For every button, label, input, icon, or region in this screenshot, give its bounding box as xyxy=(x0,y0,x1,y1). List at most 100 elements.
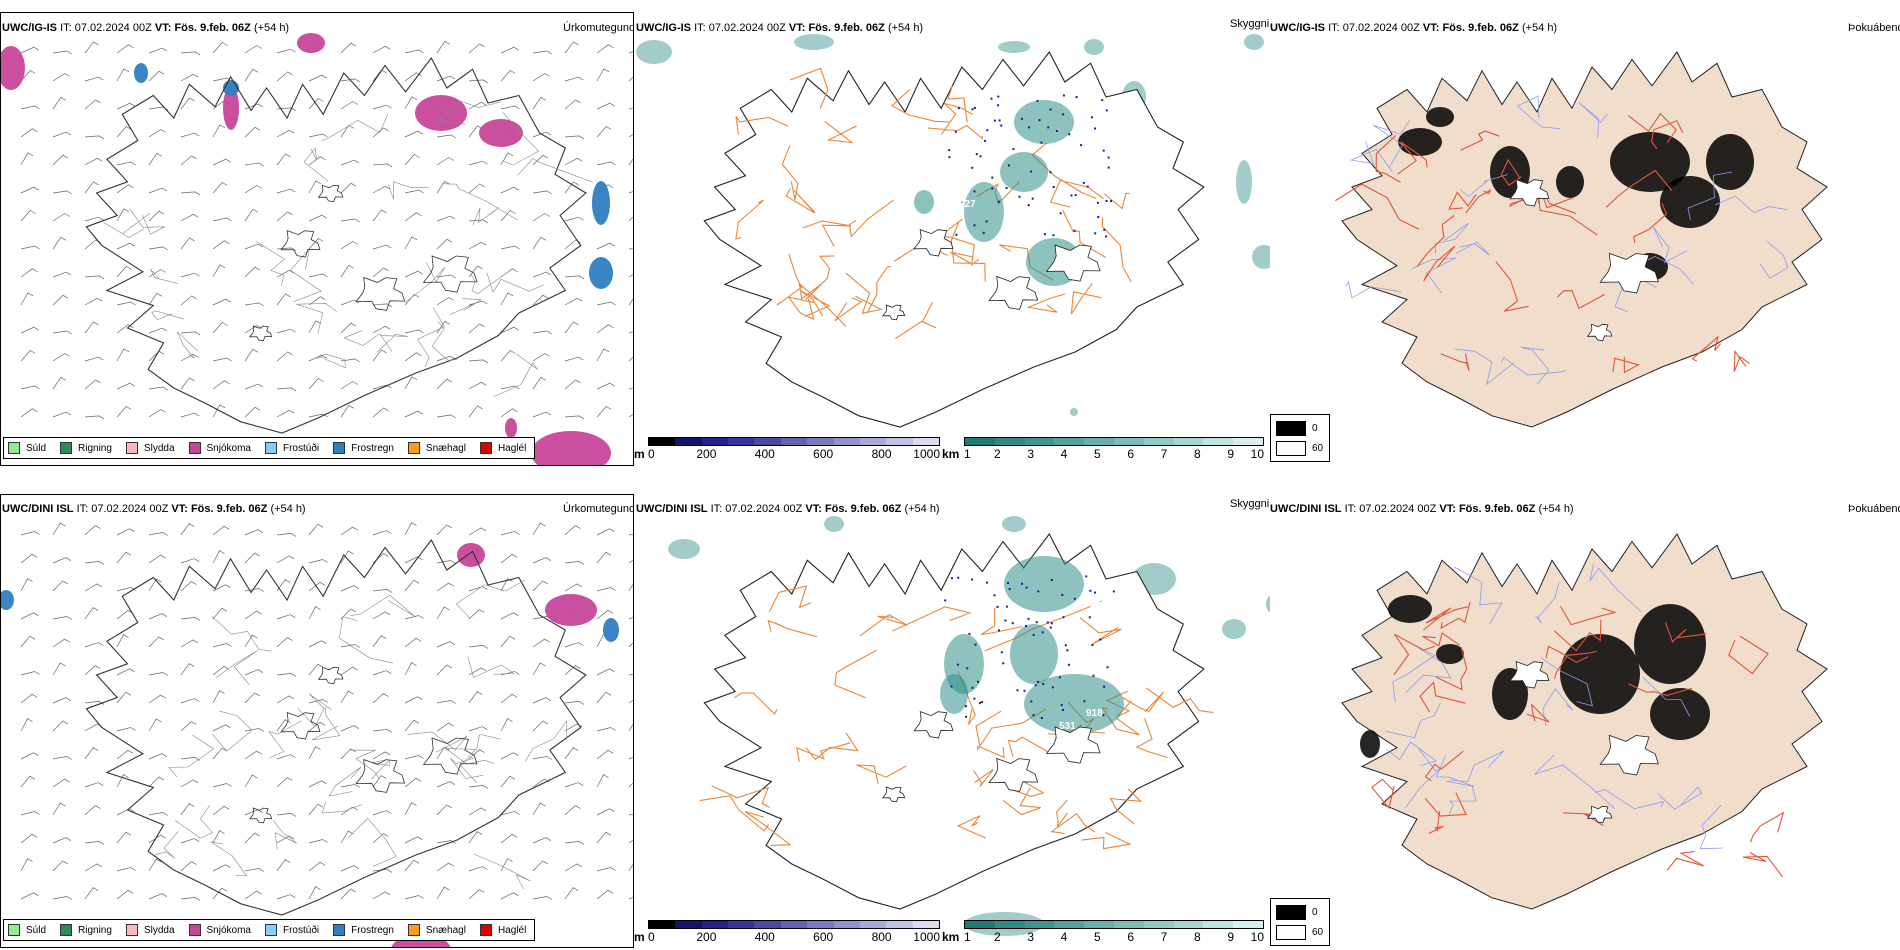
scale-color-cell xyxy=(1143,438,1174,445)
cloud-base-cell xyxy=(974,643,977,646)
precip-area xyxy=(592,181,610,225)
cloud-base-cell xyxy=(950,685,953,688)
cloud-base-cell xyxy=(954,130,957,133)
scale-tick-label: 4 xyxy=(1060,930,1068,944)
visibility-area xyxy=(1252,245,1270,269)
cloud-base-cell xyxy=(993,594,996,597)
cloud-base-cell xyxy=(991,176,994,179)
fog-scale-min-label: 0 xyxy=(1312,423,1318,434)
scale-tick-label: 5 xyxy=(1093,930,1101,944)
visibility-area xyxy=(636,40,672,64)
cloud-base-cell xyxy=(1000,651,1003,654)
legend-item: Snæhagl xyxy=(407,442,466,454)
cloud-base-cell xyxy=(1059,212,1062,215)
cloud-base-cell xyxy=(1082,181,1085,184)
iceland-coastline xyxy=(85,56,587,434)
scale-color-cell xyxy=(833,921,860,928)
cloud-base-cell xyxy=(1049,626,1052,629)
legend-label: Súld xyxy=(26,924,47,936)
scale-tick-label: 3 xyxy=(1027,447,1034,461)
scale-color-cell xyxy=(912,438,939,445)
scale-tick-label: 3 xyxy=(1027,930,1034,944)
scale-color-cell xyxy=(1233,438,1263,445)
visibility-area xyxy=(1236,160,1252,204)
legend-swatch xyxy=(60,442,73,454)
scale-color-cell xyxy=(1203,921,1234,928)
cloud-base-cell xyxy=(1062,94,1065,97)
legend-item: Haglél xyxy=(479,924,527,936)
precip-legend-row2: Súld Rigning Slydda Snjókoma Frostúði Frostre… xyxy=(3,919,536,941)
fog-scale-max-swatch xyxy=(1276,925,1306,940)
cloud-base-cell xyxy=(1062,616,1065,619)
glacier-outline xyxy=(1509,179,1550,207)
cloud-base-cell xyxy=(1012,148,1015,151)
panel-title-precip-row2: Úrkomutegund xyxy=(563,503,636,515)
glacier-outline xyxy=(280,230,321,258)
cloud-base-cell xyxy=(1066,649,1069,652)
cloud-base-cell xyxy=(950,577,953,580)
scale-color-cell xyxy=(754,438,781,445)
panel-title-visibility-row1: Skyggni xyxy=(1230,18,1270,30)
cloud-base-label: 918 xyxy=(1086,708,1103,719)
cloud-base-cell xyxy=(1036,99,1039,102)
glacier-outline xyxy=(913,229,954,257)
legend-swatch xyxy=(188,924,201,936)
cloud-base-cell xyxy=(1070,194,1073,197)
scale-tick-label: 200 xyxy=(696,447,717,461)
legend-swatch xyxy=(407,924,420,936)
scale-color-cell xyxy=(886,921,913,928)
cloud-base-cell xyxy=(1083,700,1086,703)
cloud-base-cell xyxy=(964,705,967,708)
cloud-base-label: 600 xyxy=(1117,676,1134,687)
cloud-base-cell xyxy=(998,119,1001,122)
fog-scale-legend-row1: 0 60 xyxy=(1270,414,1330,462)
glacier-outline xyxy=(280,712,321,740)
forecast-header-fog-row1: UWC/IG-IS IT: 07.02.2024 00Z VT: Fös. 9.… xyxy=(1270,22,1558,34)
cloud-base-cell xyxy=(973,697,976,700)
cloud-base-cell xyxy=(1037,680,1040,683)
visibility-area xyxy=(940,674,968,714)
cloud-base-cell xyxy=(1008,588,1011,591)
scale-color-cell xyxy=(1054,438,1085,445)
cloud-base-label: 227 xyxy=(959,199,976,210)
legend-label: Haglél xyxy=(497,924,527,936)
forecast-header-visibility-row2: UWC/DINI ISL IT: 07.02.2024 00Z VT: Fös.… xyxy=(636,503,940,515)
panel-title-fog-row1: Þokuábendi xyxy=(1848,22,1900,34)
legend-label: Snæhagl xyxy=(425,924,466,936)
panel-title-visibility-row2: Skyggni xyxy=(1230,498,1270,510)
legend-swatch xyxy=(264,924,277,936)
scale-tick-label: 9 xyxy=(1227,447,1234,461)
cloud-base-cell xyxy=(1103,228,1106,231)
fog-index-map-row1 xyxy=(1335,51,1828,428)
cloud-base-cell xyxy=(997,95,1000,98)
scale-color-cell xyxy=(912,921,939,928)
cloud-base-cell xyxy=(1005,605,1008,608)
legend-swatch xyxy=(125,924,138,936)
cloud-base-cell xyxy=(1018,195,1021,198)
scale-color-cell xyxy=(1084,921,1114,928)
scale-color-cell xyxy=(833,438,860,445)
scale-color-cell xyxy=(807,438,834,445)
scale-color-cell xyxy=(1173,921,1204,928)
cloud-base-cell xyxy=(944,599,947,602)
fog-scale-max-swatch xyxy=(1276,441,1306,456)
cloud-base-cell xyxy=(1096,201,1099,204)
cloud-base-label: 625 xyxy=(1120,611,1137,622)
precip-area xyxy=(1,46,25,90)
glacier-outline xyxy=(1586,805,1613,824)
legend-item: Slydda xyxy=(125,442,175,454)
scale-tick-label: 2 xyxy=(993,930,1001,944)
legend-label: Rigning xyxy=(78,924,112,936)
precip-type-panel-row2: Súld Rigning Slydda Snjókoma Frostúði Frostre… xyxy=(0,494,634,948)
scale-color-cell xyxy=(859,438,887,445)
cloud-base-cell xyxy=(1091,644,1094,646)
cloud-base-cell xyxy=(1038,119,1041,122)
legend-swatch xyxy=(407,442,420,454)
cloud-base-cell xyxy=(978,702,981,705)
forecast-header-fog-row2: UWC/DINI ISL IT: 07.02.2024 00Z VT: Fös.… xyxy=(1270,503,1574,515)
glacier-outline xyxy=(248,807,273,824)
glacier-outline xyxy=(355,758,406,793)
glacier-outline xyxy=(988,275,1039,310)
fog-index-area xyxy=(1388,595,1432,623)
cloud-base-cell xyxy=(1025,625,1027,628)
